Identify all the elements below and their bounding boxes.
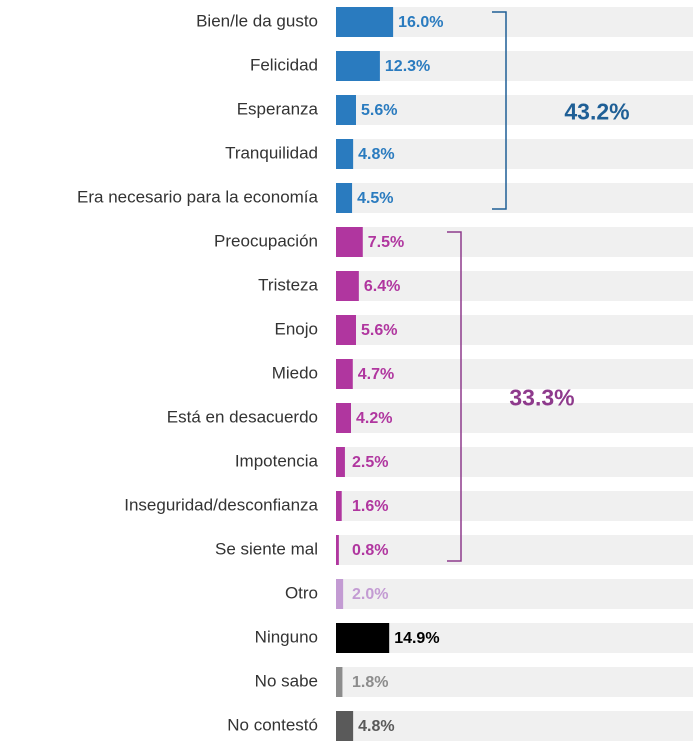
- bar-track: [336, 315, 693, 345]
- bar-track: [336, 227, 693, 257]
- bar-track: [336, 95, 693, 125]
- value-label: 4.8%: [358, 146, 394, 163]
- category-label: Felicidad: [250, 55, 318, 74]
- category-label: Impotencia: [235, 451, 319, 470]
- value-label: 7.5%: [368, 234, 404, 251]
- bar-track: [336, 535, 693, 565]
- bar: [336, 667, 343, 697]
- value-label: 5.6%: [361, 102, 397, 119]
- bar: [336, 139, 354, 169]
- bar-track: [336, 183, 693, 213]
- value-label: 0.8%: [352, 542, 388, 559]
- value-label: 4.5%: [357, 190, 393, 207]
- value-label: 5.6%: [361, 322, 397, 339]
- category-label: Se siente mal: [215, 539, 318, 558]
- value-label: 6.4%: [364, 278, 400, 295]
- bar-track: [336, 51, 693, 81]
- bar: [336, 271, 359, 301]
- bar: [336, 403, 351, 433]
- value-label: 1.6%: [352, 498, 388, 515]
- bar-track: [336, 579, 693, 609]
- bar: [336, 227, 363, 257]
- bar-track: [336, 667, 693, 697]
- value-label: 4.8%: [358, 718, 394, 735]
- value-label: 2.0%: [352, 586, 388, 603]
- bar: [336, 315, 356, 345]
- bar-track: [336, 403, 693, 433]
- bar: [336, 491, 342, 521]
- category-label: No contestó: [227, 715, 318, 734]
- category-label: Preocupación: [214, 231, 318, 250]
- bar: [336, 95, 356, 125]
- category-label: Esperanza: [237, 99, 319, 118]
- category-label: Enojo: [275, 319, 318, 338]
- bar: [336, 447, 345, 477]
- bar: [336, 623, 390, 653]
- bracket: [492, 11, 507, 210]
- value-label: 4.7%: [358, 366, 394, 383]
- bar-track: [336, 447, 693, 477]
- bar-track: [336, 271, 693, 301]
- bar-track: [336, 359, 693, 389]
- bracket: [447, 231, 462, 562]
- bar: [336, 711, 354, 741]
- value-label: 16.0%: [398, 14, 443, 31]
- category-label: Era necesario para la economía: [77, 187, 319, 206]
- category-label: No sabe: [255, 671, 318, 690]
- value-label: 1.8%: [352, 674, 388, 691]
- category-label: Bien/le da gusto: [196, 11, 318, 30]
- group-total: 43.2%: [564, 99, 629, 125]
- bar: [336, 183, 353, 213]
- value-label: 14.9%: [394, 630, 439, 647]
- bar: [336, 535, 339, 565]
- bar: [336, 359, 353, 389]
- group-total: 33.3%: [509, 385, 574, 411]
- category-label: Ninguno: [255, 627, 318, 646]
- bar: [336, 579, 344, 609]
- bar-track: [336, 623, 693, 653]
- bar: [336, 51, 380, 81]
- category-label: Otro: [285, 583, 318, 602]
- bar: [336, 7, 394, 37]
- bar-track: [336, 491, 693, 521]
- category-label: Tranquilidad: [225, 143, 318, 162]
- category-label: Miedo: [272, 363, 318, 382]
- bar-track: [336, 139, 693, 169]
- category-label: Está en desacuerdo: [167, 407, 318, 426]
- value-label: 2.5%: [352, 454, 388, 471]
- value-label: 4.2%: [356, 410, 392, 427]
- category-label: Tristeza: [258, 275, 318, 294]
- value-label: 12.3%: [385, 58, 430, 75]
- bar-track: [336, 711, 693, 741]
- bar-track: [336, 7, 693, 37]
- category-label: Inseguridad/desconfianza: [124, 495, 318, 514]
